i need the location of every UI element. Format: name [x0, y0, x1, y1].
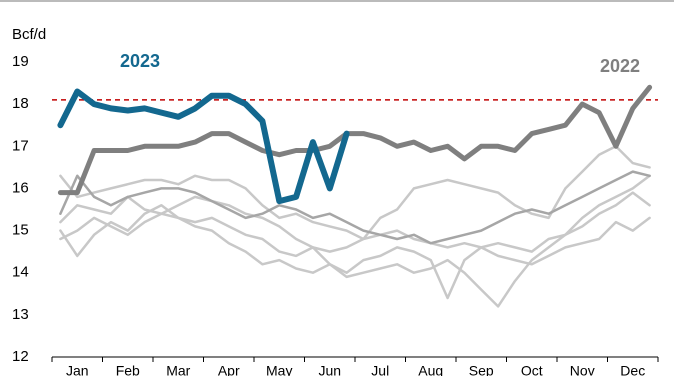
y-tick-label: 18	[12, 95, 29, 112]
y-axis-label: Bcf/d	[12, 26, 46, 43]
y-tick-label: 15	[12, 222, 29, 239]
x-tick-label: Jan	[66, 363, 89, 376]
y-tick-label: 12	[12, 348, 29, 365]
x-tick-label: May	[266, 363, 292, 376]
x-tick-label: Nov	[570, 363, 595, 376]
x-tick-label: Aug	[418, 363, 443, 376]
x-tick-label: Oct	[521, 363, 543, 376]
y-tick-label: 16	[12, 179, 29, 196]
y-tick-label: 17	[12, 137, 29, 154]
x-tick-label: Sep	[469, 363, 494, 376]
series-label: 2022	[600, 56, 640, 76]
x-tick-label: Feb	[116, 363, 140, 376]
series-label: 2023	[120, 51, 160, 71]
x-tick-label: Apr	[218, 363, 240, 376]
series-line	[57, 88, 350, 205]
series-line	[59, 174, 651, 300]
series-line	[59, 195, 651, 266]
series-line	[59, 170, 651, 245]
y-tick-label: 19	[12, 53, 29, 70]
series-line	[59, 191, 651, 308]
x-tick-label: Jun	[318, 363, 341, 376]
y-tick-label: 14	[12, 264, 29, 281]
series-line	[57, 84, 653, 196]
x-tick-label: Mar	[166, 363, 190, 376]
x-tick-label: Jul	[371, 363, 389, 376]
x-tick-label: Dec	[620, 363, 645, 376]
y-tick-label: 13	[12, 306, 29, 323]
